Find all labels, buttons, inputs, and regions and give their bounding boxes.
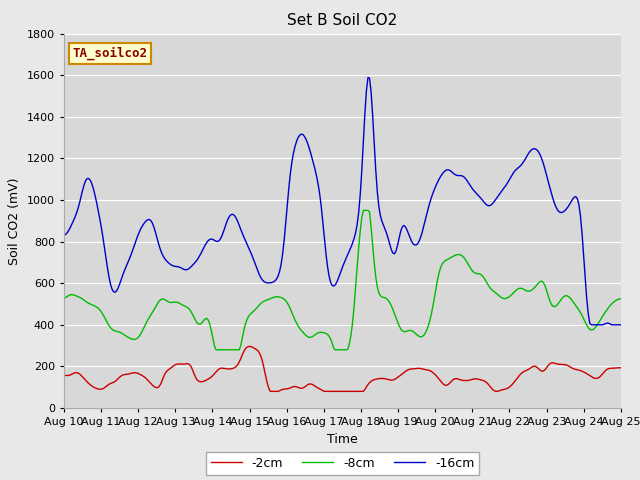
-8cm <box>360 207 367 213</box>
-8cm <box>228 347 236 353</box>
-2cm <box>244 344 252 349</box>
-8cm <box>305 335 313 340</box>
-8cm <box>212 347 220 353</box>
-2cm <box>246 344 254 349</box>
-16cm <box>226 213 234 218</box>
-16cm <box>60 232 68 238</box>
Line: -8cm: -8cm <box>64 210 621 350</box>
-16cm <box>254 268 262 274</box>
-16cm <box>129 249 136 254</box>
-2cm <box>255 350 263 356</box>
-16cm <box>589 322 596 328</box>
Title: Set B Soil CO2: Set B Soil CO2 <box>287 13 397 28</box>
-2cm <box>226 366 234 372</box>
Line: -16cm: -16cm <box>64 77 621 325</box>
-2cm <box>129 370 136 376</box>
-8cm <box>246 312 254 317</box>
-16cm <box>364 74 372 80</box>
X-axis label: Time: Time <box>327 432 358 445</box>
-16cm <box>588 322 595 328</box>
-8cm <box>589 327 596 333</box>
-8cm <box>255 302 263 308</box>
-2cm <box>589 374 596 380</box>
-8cm <box>129 336 136 342</box>
Y-axis label: Soil CO2 (mV): Soil CO2 (mV) <box>8 177 21 264</box>
-2cm <box>307 381 314 387</box>
Line: -2cm: -2cm <box>64 347 621 391</box>
-8cm <box>617 296 625 302</box>
-16cm <box>244 244 252 250</box>
-16cm <box>303 140 311 146</box>
-8cm <box>60 295 68 301</box>
-2cm <box>266 388 274 394</box>
Legend: -2cm, -8cm, -16cm: -2cm, -8cm, -16cm <box>205 452 479 475</box>
-2cm <box>617 365 625 371</box>
-16cm <box>617 322 625 328</box>
-2cm <box>60 372 68 378</box>
Text: TA_soilco2: TA_soilco2 <box>72 47 147 60</box>
